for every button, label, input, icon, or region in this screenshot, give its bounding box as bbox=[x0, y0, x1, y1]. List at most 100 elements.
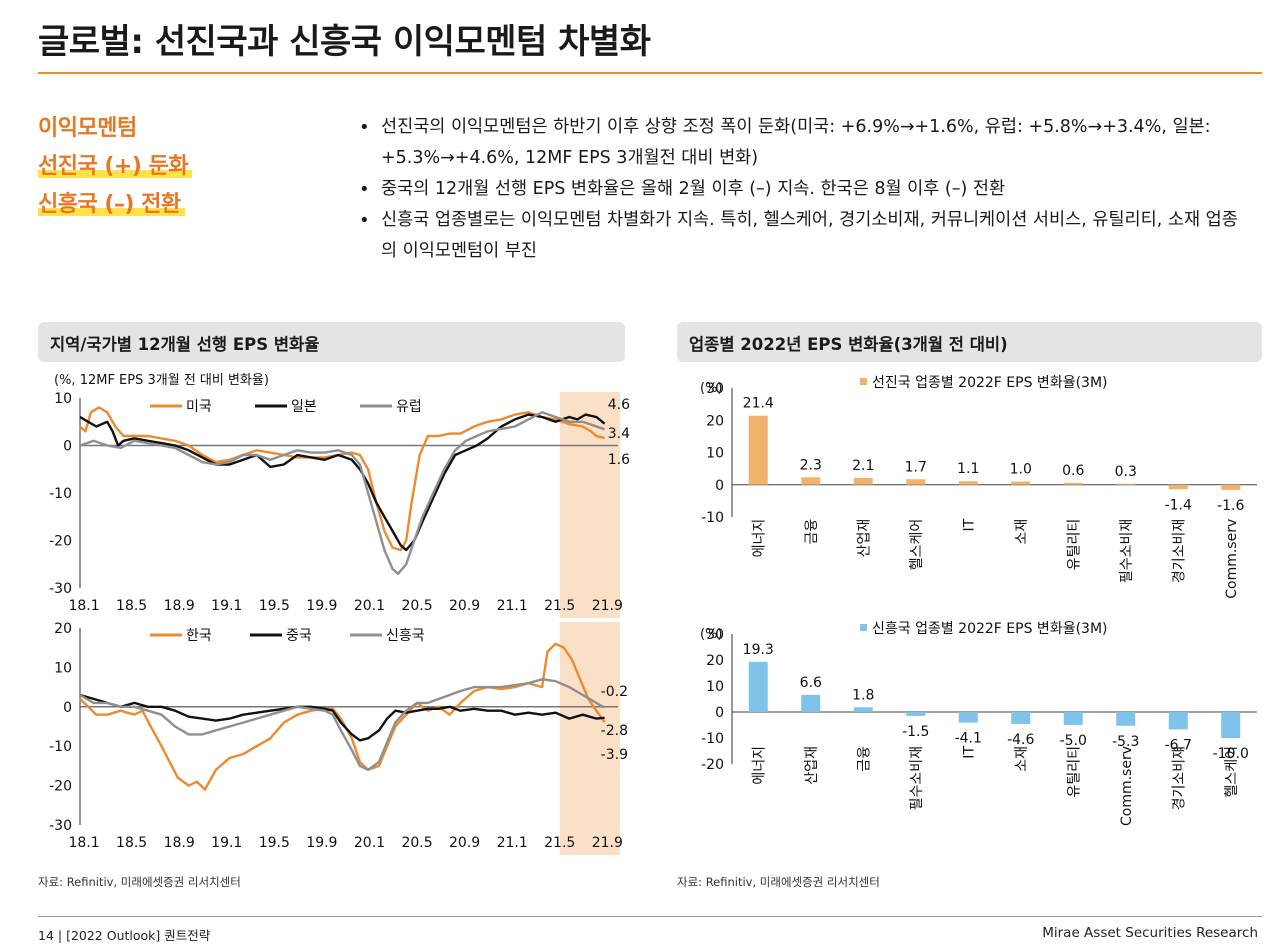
summary-bullets: 선진국의 이익모멘텀은 하반기 이후 상향 조정 폭이 둔화(미국: +6.9%… bbox=[355, 112, 1245, 267]
y-tick-label: 20 bbox=[706, 653, 724, 669]
bar-value-label: -6.7 bbox=[1165, 737, 1192, 753]
x-tick-label: 20.1 bbox=[354, 598, 385, 614]
category-label: 금융 bbox=[804, 519, 820, 545]
x-tick-label: 18.1 bbox=[68, 598, 99, 614]
kicker-emerging: 신흥국 (–) 전환 bbox=[38, 186, 185, 218]
x-tick-label: 21.1 bbox=[497, 835, 528, 851]
bar bbox=[853, 707, 873, 712]
y-tick-label: 10 bbox=[54, 660, 72, 676]
y-tick-label: -10 bbox=[701, 510, 724, 526]
x-tick-label: 21.5 bbox=[544, 598, 575, 614]
bar-chart-developed-sectors: 30 20 10 0 -10 (%) 21.4 에너지 2.3 금융 2.1 산업재 1.7 헬스케어 1.… bbox=[700, 375, 1257, 599]
series-line-gray bbox=[79, 411, 605, 575]
x-tick-label: 21.9 bbox=[592, 835, 623, 851]
legend-label: 선진국 업종별 2022F EPS 변화율(3M) bbox=[872, 375, 1108, 391]
y-tick-label: -20 bbox=[49, 534, 72, 550]
bar bbox=[801, 477, 821, 485]
category-label: 금융 bbox=[856, 746, 872, 772]
left-panel-title: 지역/국가별 12개월 선행 EPS 변화율 bbox=[38, 322, 625, 362]
legend-swatch bbox=[860, 378, 867, 385]
x-tick-label: 19.9 bbox=[306, 835, 337, 851]
bar bbox=[1168, 712, 1188, 730]
legend-label: 유럽 bbox=[396, 399, 422, 415]
bar-value-label: -10.0 bbox=[1213, 746, 1249, 762]
bar-value-label: -1.5 bbox=[902, 724, 929, 740]
y-tick-label: 10 bbox=[54, 391, 72, 407]
bar-value-label: 0.3 bbox=[1115, 464, 1137, 480]
y-tick-label: 10 bbox=[706, 679, 724, 695]
series-line-orange bbox=[79, 406, 605, 552]
x-tick-label: 19.1 bbox=[211, 598, 242, 614]
bar-value-label: 1.0 bbox=[1010, 462, 1032, 478]
category-label: Comm.serv bbox=[1119, 746, 1135, 826]
category-label: 헬스케어 bbox=[909, 519, 925, 571]
bar bbox=[1168, 484, 1188, 490]
bar bbox=[906, 712, 926, 716]
x-tick-label: 19.9 bbox=[306, 598, 337, 614]
y-tick-label: 10 bbox=[706, 446, 724, 462]
y-tick-label: -30 bbox=[49, 581, 72, 597]
series-line-black bbox=[79, 413, 606, 552]
y-tick-label: 0 bbox=[63, 700, 72, 716]
y-tick-label: -10 bbox=[49, 486, 72, 502]
category-label: 산업재 bbox=[856, 519, 872, 558]
category-label: 경기소비재 bbox=[1171, 746, 1187, 810]
legend-label: 신흥국 bbox=[386, 628, 425, 644]
category-label: 소재 bbox=[1014, 746, 1030, 772]
bar-value-label: -5.0 bbox=[1060, 733, 1087, 749]
unit-label: (%) bbox=[700, 627, 723, 642]
x-tick-label: 20.5 bbox=[401, 835, 432, 851]
page-title: 글로벌: 선진국과 신흥국 이익모멘텀 차별화 bbox=[38, 22, 651, 62]
bar bbox=[1063, 712, 1083, 725]
footer-brand: Mirae Asset Securities Research bbox=[1042, 925, 1258, 941]
x-tick-label: 19.5 bbox=[259, 835, 290, 851]
bar-value-label: -4.6 bbox=[1007, 732, 1034, 748]
y-tick-label: -10 bbox=[49, 739, 72, 755]
bullet-item: 신흥국 업종별로는 이익모멘텀 차별화가 지속. 특히, 헬스케어, 경기소비재… bbox=[355, 205, 1245, 267]
kicker-developed: 선진국 (+) 둔화 bbox=[38, 148, 193, 180]
category-label: IT bbox=[961, 518, 977, 531]
legend-label: 중국 bbox=[286, 628, 312, 644]
x-tick-label: 21.1 bbox=[497, 598, 528, 614]
bar-value-label: 1.7 bbox=[905, 459, 927, 475]
bar bbox=[801, 694, 821, 712]
shaded-period bbox=[559, 622, 620, 855]
end-value-label: 1.6 bbox=[608, 452, 630, 468]
y-tick-label: -20 bbox=[701, 757, 724, 773]
source-note-left: 자료: Refinitiv, 미래에셋증권 리서치센터 bbox=[38, 875, 241, 889]
unit-label: (%) bbox=[700, 381, 723, 396]
category-label: 유틸리티 bbox=[1066, 519, 1082, 571]
x-tick-label: 20.5 bbox=[401, 598, 432, 614]
end-value-label: 4.6 bbox=[608, 397, 630, 413]
bullet-item: 선진국의 이익모멘텀은 하반기 이후 상향 조정 폭이 둔화(미국: +6.9%… bbox=[355, 112, 1245, 174]
x-tick-label: 18.5 bbox=[116, 598, 147, 614]
y-tick-label: 0 bbox=[63, 439, 72, 455]
bar bbox=[1221, 484, 1241, 490]
bar-value-label: -1.4 bbox=[1165, 497, 1192, 513]
unit-label: (%, 12MF EPS 3개월 전 대비 변화율) bbox=[54, 373, 269, 388]
legend-label: 일본 bbox=[291, 399, 317, 415]
bar-value-label: 19.3 bbox=[743, 642, 774, 658]
bar bbox=[1116, 712, 1136, 726]
bar-value-label: -5.3 bbox=[1112, 734, 1139, 750]
page-number: 14 | [2022 Outlook] 퀀트전략 bbox=[38, 928, 211, 943]
y-tick-label: 30 bbox=[706, 381, 724, 397]
y-tick-label: -20 bbox=[49, 779, 72, 795]
bar-value-label: 0.6 bbox=[1062, 463, 1084, 479]
category-label: 소재 bbox=[1014, 519, 1030, 545]
series-line-black bbox=[79, 693, 605, 742]
bar-value-label: 2.1 bbox=[852, 458, 874, 474]
series-line-orange bbox=[79, 642, 606, 791]
series-line-gray bbox=[79, 678, 606, 771]
category-label: 헬스케어 bbox=[1224, 746, 1240, 798]
bullet-item: 중국의 12개월 선행 EPS 변화율은 올해 2월 이후 (–) 지속. 한국… bbox=[355, 174, 1245, 205]
x-tick-label: 19.5 bbox=[259, 598, 290, 614]
x-tick-label: 20.9 bbox=[449, 598, 480, 614]
bar bbox=[958, 712, 978, 723]
bar-value-label: 6.6 bbox=[800, 675, 822, 691]
bar bbox=[1221, 712, 1241, 738]
x-tick-label: 18.5 bbox=[116, 835, 147, 851]
bar bbox=[748, 661, 768, 712]
